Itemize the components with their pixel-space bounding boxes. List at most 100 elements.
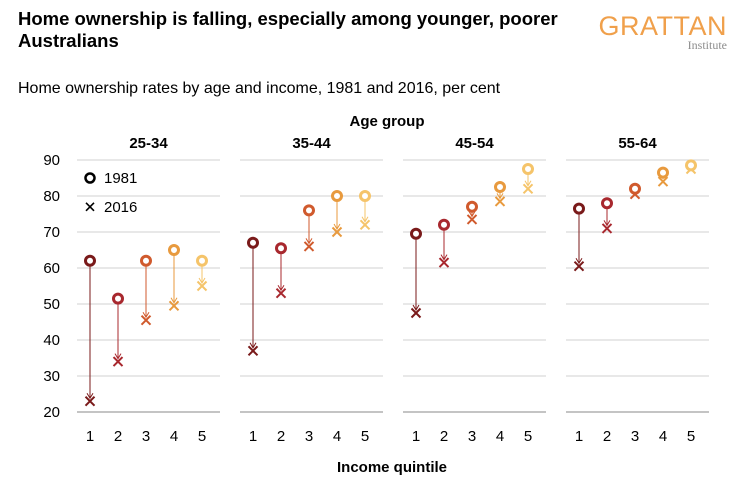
arrow-head [603,220,611,227]
point-1981 [275,242,287,255]
point-2016 [657,176,669,187]
x-tick-label: 4 [170,428,178,445]
point-2016 [247,345,259,357]
arrow-head [524,180,532,187]
text-layer: Age group Income quintile 20 30 40 50 60 70 80… [43,113,695,476]
mark-layer [84,159,697,407]
arrow-head [170,297,178,304]
arrow-head [468,211,476,218]
legend-cross-marker [85,202,95,212]
point-2016 [438,257,450,268]
point-1981 [112,292,124,305]
legend-label-2016: 2016 [104,199,137,216]
point-1981 [629,182,641,195]
point-1981 [168,244,180,256]
x-tick-label: 1 [575,428,583,445]
point-2016 [140,314,152,326]
panel-title: 25-34 [129,135,168,152]
point-1981 [601,197,613,210]
arrow-head [86,392,94,400]
x-tick-label: 2 [440,428,448,445]
point-1981 [140,254,152,267]
point-1981 [196,254,208,267]
panel-title: 45-54 [455,135,494,152]
point-1981 [438,218,450,231]
point-2016 [466,214,478,225]
point-2016 [601,223,613,234]
arrow-head [333,223,341,230]
legend-label-1981: 1981 [104,170,137,187]
point-2016 [168,300,180,312]
grattan-logo: GRATTAN Institute [599,12,728,53]
arrow-head [412,304,420,311]
point-1981 [494,181,506,193]
y-tick-label: 50 [43,296,60,313]
y-tick-label: 90 [43,152,60,169]
point-2016 [331,226,343,238]
logo-subtext: Institute [687,38,727,52]
x-tick-label: 5 [198,428,206,445]
arrow-head [496,193,504,200]
panel-title: 55-64 [618,135,657,152]
point-1981 [359,190,371,202]
point-2016 [522,183,534,195]
arrow-head [440,254,448,261]
y-tick-label: 20 [43,404,60,421]
x-tick-label: 2 [277,428,285,445]
point-1981 [685,159,697,172]
arrow-head [575,257,583,265]
x-tick-label: 4 [333,428,341,445]
point-1981 [410,227,422,240]
x-tick-label: 3 [468,428,476,445]
arrow-head [114,353,122,360]
point-1981 [303,204,315,217]
y-tick-label: 60 [43,260,60,277]
point-1981 [331,190,343,202]
x-tick-label: 2 [114,428,122,445]
point-1981 [657,166,669,179]
point-1981 [573,202,585,215]
point-2016 [494,196,506,207]
y-tick-label: 40 [43,332,60,349]
point-2016 [275,287,287,299]
legend-circle-marker [84,172,96,184]
x-tick-label: 4 [496,428,504,445]
point-2016 [573,260,585,272]
point-2016 [359,219,371,231]
y-tick-label: 30 [43,368,60,385]
grid-layer [77,159,709,413]
point-1981 [84,254,96,267]
x-tick-label: 3 [631,428,639,445]
y-tick-label: 80 [43,188,60,205]
point-2016 [112,356,124,367]
chart-subtitle: Home ownership rates by age and income, … [18,80,501,97]
point-2016 [84,395,96,407]
arrow-head [142,311,150,319]
point-1981 [247,236,259,249]
y-tick-label: 70 [43,224,60,241]
x-tick-label: 3 [305,428,313,445]
x-tick-label: 2 [603,428,611,445]
x-tick-label: 5 [524,428,532,445]
x-axis-label: Income quintile [337,459,447,476]
panel-title: 35-44 [292,135,331,152]
point-1981 [522,163,534,175]
x-tick-label: 4 [659,428,667,445]
arrow-head [305,238,313,245]
point-1981 [466,200,478,213]
x-tick-label: 1 [86,428,94,445]
arrow-head [198,277,206,284]
point-2016 [196,280,208,292]
x-tick-label: 1 [412,428,420,445]
logo-wordmark: GRATTAN [598,11,727,41]
x-tick-label: 5 [687,428,695,445]
x-tick-label: 5 [361,428,369,445]
age-group-label: Age group [350,113,425,130]
x-tick-label: 3 [142,428,150,445]
point-2016 [303,241,315,252]
arrow-head [361,216,369,223]
arrow-head [277,284,285,292]
chart-title: Home ownership is falling, especially am… [18,8,558,51]
x-tick-label: 1 [249,428,257,445]
